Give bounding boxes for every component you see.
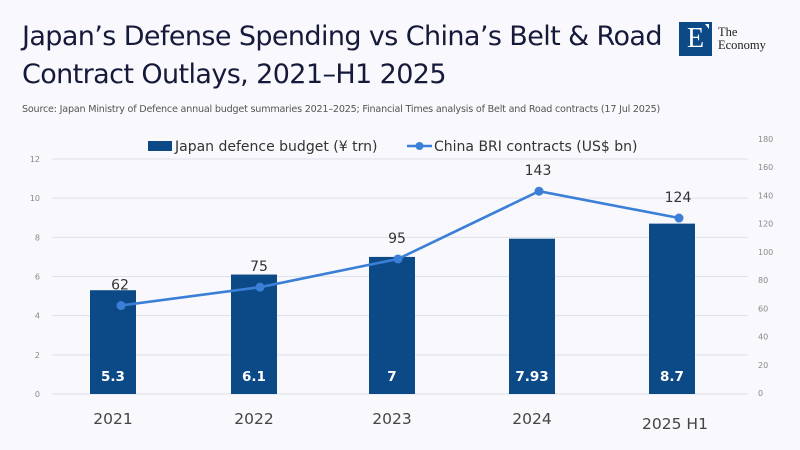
- legend: Japan defence budget (¥ trn) China BRI co…: [148, 139, 637, 155]
- right-axis-tick-label: 100: [758, 248, 773, 257]
- left-axis-tick-label: 0: [35, 390, 40, 399]
- line-value-label: 143: [525, 163, 552, 179]
- line-value-label: 95: [388, 231, 406, 247]
- line-point: [534, 186, 544, 196]
- right-axis-tick-label: 60: [758, 304, 768, 313]
- x-axis-category-label: 2022: [234, 410, 273, 428]
- legend-line-marker: [415, 142, 424, 150]
- bar: [231, 274, 277, 394]
- bar: [369, 256, 415, 394]
- chart-title: Japan’s Defense Spending vs China’s Belt…: [22, 21, 662, 90]
- right-axis-tick-label: 40: [758, 333, 768, 342]
- logo-line-2: Economy: [718, 38, 766, 52]
- publisher-logo: E The Economy: [679, 22, 766, 56]
- line-value-label: 75: [250, 259, 268, 275]
- logo-line-1: The: [718, 25, 738, 39]
- bar: [509, 238, 555, 394]
- left-axis: 0 2 4 6 8 10 12: [30, 155, 40, 399]
- line-point: [255, 282, 265, 292]
- x-axis: 2021 2022 2023 2024 2025 H1: [93, 410, 708, 433]
- line-series: 62 75 95 143 124: [111, 163, 692, 311]
- x-axis-category-label: 2025 H1: [642, 415, 708, 433]
- x-axis-category-label: 2023: [372, 410, 411, 428]
- right-axis-tick-label: 120: [758, 220, 773, 229]
- right-axis-tick-label: 80: [758, 276, 768, 285]
- left-axis-tick-label: 12: [30, 155, 40, 164]
- source-note: Source: Japan Ministry of Defence annual…: [22, 104, 661, 115]
- logo-mark-letter: E: [686, 23, 705, 54]
- bar: [90, 290, 136, 394]
- legend-label-bar: Japan defence budget (¥ trn): [174, 139, 377, 155]
- line-value-label: 124: [665, 190, 692, 206]
- logo-mark-icon: E: [679, 22, 712, 56]
- left-axis-tick-label: 6: [35, 273, 40, 282]
- x-axis-category-label: 2024: [512, 410, 551, 428]
- bar: [649, 223, 695, 394]
- logo-wordmark: The Economy: [718, 26, 766, 52]
- line-point: [674, 213, 684, 223]
- bar-value-label: 7: [387, 369, 396, 385]
- line-point: [393, 254, 403, 264]
- right-axis-tick-label: 160: [758, 163, 773, 172]
- right-axis-tick-label: 20: [758, 361, 768, 370]
- right-axis-tick-label: 0: [758, 389, 763, 398]
- line-point: [116, 301, 126, 311]
- bar-value-label: 6.1: [242, 369, 266, 385]
- right-axis: 0 20 40 60 80 100 120 140 160 180: [758, 135, 773, 398]
- right-axis-tick-label: 140: [758, 191, 773, 200]
- bar-value-label: 8.7: [660, 369, 684, 385]
- bar-series: 5.3 6.1 7 7.93 8.7: [90, 223, 695, 394]
- legend-bar-swatch: [148, 141, 172, 151]
- logo-accent: [705, 24, 709, 29]
- left-axis-tick-label: 10: [30, 194, 40, 203]
- bar-value-label: 5.3: [101, 369, 125, 385]
- left-axis-tick-label: 2: [35, 351, 40, 360]
- x-axis-category-label: 2021: [93, 410, 132, 428]
- left-axis-tick-label: 8: [35, 233, 40, 242]
- line-value-label: 62: [111, 278, 129, 294]
- right-axis-tick-label: 180: [758, 135, 773, 144]
- left-axis-tick-label: 4: [35, 312, 40, 321]
- bar-value-label: 7.93: [515, 369, 548, 385]
- legend-label-line: China BRI contracts (US$ bn): [434, 139, 637, 155]
